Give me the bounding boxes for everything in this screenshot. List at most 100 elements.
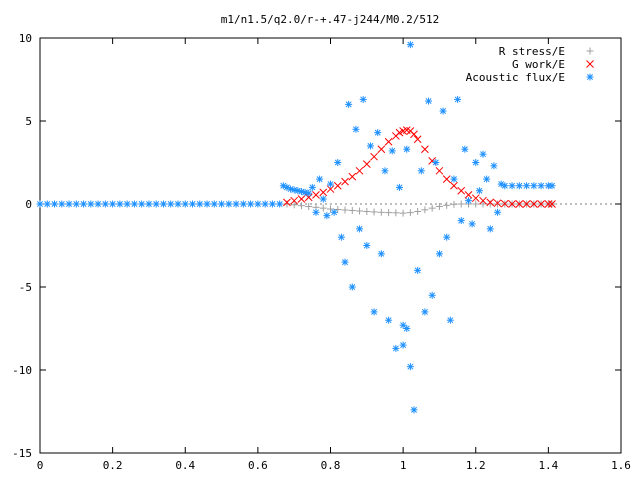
data-point [123,200,131,208]
data-point [486,225,494,233]
series-1 [283,126,556,208]
data-point [472,159,480,166]
data-point [414,207,422,215]
data-point [138,200,146,208]
data-point [196,200,204,208]
data-point [377,145,386,154]
y-tick-label: 10 [19,32,32,45]
data-point [337,233,345,241]
data-point [362,160,371,169]
y-axis: -15 -10 -5 0 5 10 [12,32,621,460]
data-point [399,321,407,329]
data-point [475,187,483,195]
data-point [515,182,523,190]
data-point [327,180,334,188]
data-point [468,220,476,228]
data-point [385,316,393,324]
data-point [457,217,465,225]
data-point [443,201,451,209]
data-point [384,137,393,146]
x-tick-label: 0.6 [248,459,268,472]
series-0 [283,200,556,217]
data-point [493,199,502,208]
y-tick-label: 5 [25,115,32,128]
data-point [348,283,356,291]
data-point [319,188,328,197]
data-point [515,200,524,208]
data-point [392,209,400,217]
data-point [283,198,291,207]
data-point [333,181,342,190]
x-tick-label: 0.2 [103,459,123,472]
data-point [439,107,447,115]
data-point [548,182,556,190]
data-point [345,100,353,108]
data-point [312,191,320,199]
x-tick-label: 0.8 [321,459,341,472]
data-point [348,172,357,181]
data-point [530,182,538,190]
data-point [283,200,291,208]
data-point [421,206,429,214]
data-point [94,200,102,208]
data-point [479,200,487,208]
data-point [381,167,389,175]
data-point [348,206,356,214]
data-point [479,196,487,205]
data-point [410,130,418,139]
data-point [508,200,516,208]
data-point [522,200,531,208]
data-point [330,208,338,216]
data-point [413,135,422,144]
legend-label: Acoustic flux/E [466,71,565,84]
data-point [334,205,342,213]
data-point [410,406,418,414]
data-point [435,250,443,258]
data-point [450,200,458,208]
data-point [356,225,364,233]
data-point [385,209,393,217]
data-point [442,175,451,183]
data-point [174,200,182,208]
data-point [471,194,480,203]
data-point [464,191,473,199]
chart-title: m1/n1.5/q2.0/r-+.47-j244/M0.2/512 [221,13,440,26]
data-point [305,189,313,197]
data-point [43,200,51,208]
data-point [203,200,211,208]
data-point [490,162,498,170]
x-axis: 0 0.2 0.4 0.6 0.8 1 1.2 1.4 1.6 [37,38,631,472]
x-tick-label: 1 [400,459,407,472]
x-tick-label: 1.2 [466,459,486,472]
plot-border [39,37,622,454]
data-point [464,197,472,205]
data-point [450,175,458,183]
data-point [406,41,414,49]
data-point [544,200,553,208]
data-point [323,212,331,220]
data-point [363,242,371,249]
data-point [435,202,443,210]
data-point [414,266,422,274]
data-point [261,200,269,208]
data-point [443,233,451,241]
data-point [417,167,425,175]
data-point [501,182,509,190]
y-tick-label: -10 [12,364,32,377]
data-point [363,207,371,215]
data-point [87,200,95,208]
data-point [395,183,403,191]
data-point [457,200,465,208]
data-point [316,175,324,183]
data-point [370,208,378,216]
data-point [399,341,407,349]
data-point [341,258,349,266]
data-point [366,142,374,150]
y-tick-label: -15 [12,447,32,460]
data-point [297,202,305,210]
legend-marker [586,60,594,68]
legend-label: G work/E [512,58,565,71]
data-point [268,200,276,208]
data-point [297,195,306,203]
data-point [130,200,138,208]
